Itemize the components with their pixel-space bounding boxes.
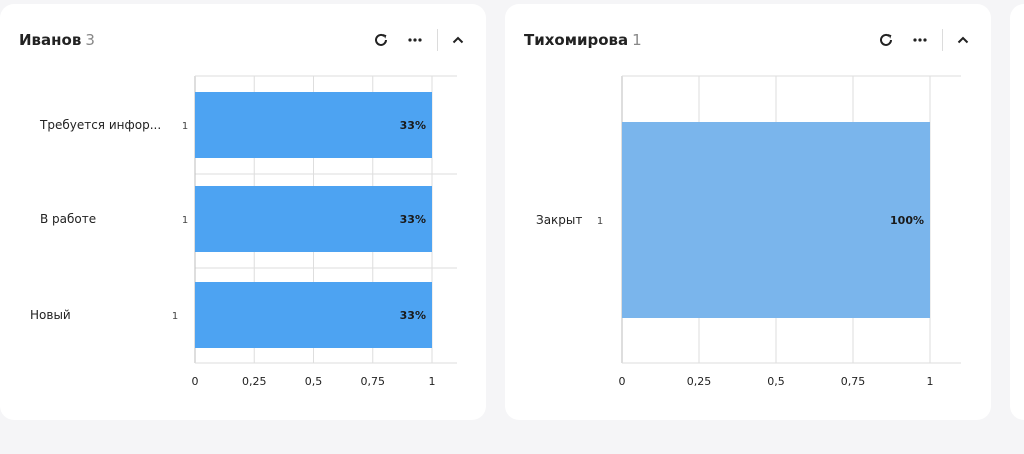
data-label: 100%	[890, 214, 924, 227]
category-count: 1	[597, 216, 603, 227]
more-icon[interactable]	[403, 28, 427, 52]
chart-card-partial	[1010, 4, 1024, 420]
x-tick-label: 0	[619, 375, 626, 388]
category-count: 1	[182, 121, 188, 132]
chart-card-tikhomirova: Тихомирова 1 0 0,25 0,5 0,75 1 100% Закрыт 1	[505, 4, 991, 420]
x-tick-label: 0	[192, 375, 199, 388]
bar	[195, 92, 432, 158]
card-header: Тихомирова 1	[524, 28, 975, 52]
category-label: Требуется инфор...	[39, 118, 161, 132]
x-tick-label: 1	[927, 375, 934, 388]
data-label: 33%	[400, 309, 426, 322]
bar	[195, 282, 432, 348]
card-count: 3	[85, 31, 95, 49]
chart-card-ivanov: Иванов 3 0 0,25 0,5 0,75 1 33% Требуется инфор.…	[0, 4, 486, 420]
x-tick-label: 0,75	[361, 375, 386, 388]
category-count: 1	[182, 215, 188, 226]
bar-chart: 0 0,25 0,5 0,75 1 33% Требуется инфор... 1 33% В …	[30, 75, 457, 388]
x-tick-label: 0,75	[841, 375, 866, 388]
x-tick-label: 1	[429, 375, 436, 388]
x-tick-label: 0,25	[242, 375, 267, 388]
card-title: Иванов 3	[19, 31, 95, 49]
x-tick-label: 0,25	[687, 375, 712, 388]
card-actions	[874, 28, 975, 52]
refresh-icon[interactable]	[369, 28, 393, 52]
chevron-up-icon[interactable]	[951, 28, 975, 52]
more-icon[interactable]	[908, 28, 932, 52]
card-actions	[369, 28, 470, 52]
separator	[942, 29, 943, 51]
refresh-icon[interactable]	[874, 28, 898, 52]
bar-chart: 0 0,25 0,5 0,75 1 100% Закрыт 1	[536, 75, 961, 388]
category-label: В работе	[40, 212, 96, 226]
data-label: 33%	[400, 213, 426, 226]
category-label: Закрыт	[536, 213, 582, 227]
card-count: 1	[632, 31, 642, 49]
bar	[195, 186, 432, 252]
x-tick-label: 0,5	[767, 375, 785, 388]
category-label: Новый	[30, 308, 71, 322]
chevron-up-icon[interactable]	[446, 28, 470, 52]
card-title: Тихомирова 1	[524, 31, 642, 49]
card-header: Иванов 3	[19, 28, 470, 52]
x-tick-label: 0,5	[305, 375, 323, 388]
separator	[437, 29, 438, 51]
bar	[622, 122, 930, 318]
data-label: 33%	[400, 119, 426, 132]
category-count: 1	[172, 311, 178, 322]
